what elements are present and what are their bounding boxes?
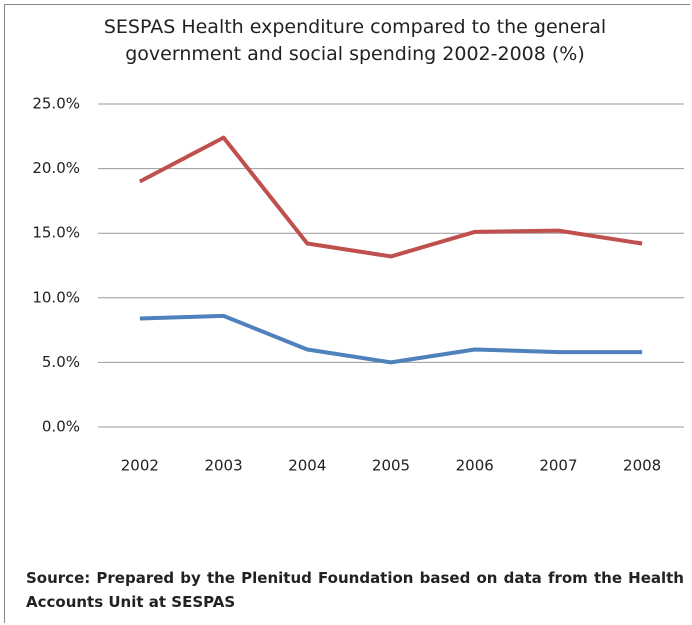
source-note: Source: Prepared by the Plenitud Foundat… [26, 569, 684, 611]
x-tick-label: 2008 [623, 457, 661, 475]
y-tick-label: 10.0% [32, 288, 80, 306]
x-tick-label: 2002 [121, 457, 159, 475]
x-tick-label: 2007 [539, 457, 577, 475]
x-tick-label: 2003 [204, 457, 242, 475]
line-series [138, 135, 643, 259]
y-tick-label: 5.0% [42, 353, 80, 371]
x-tick-label: 2006 [456, 457, 494, 475]
line-series [139, 313, 643, 365]
x-tick-label: 2004 [288, 457, 326, 475]
x-tick-label: 2005 [372, 457, 410, 475]
y-tick-label: 20.0% [32, 159, 80, 177]
chart-title: SESPAS Health expenditure compared to th… [103, 16, 607, 65]
frame [4, 4, 690, 623]
y-tick-label: 25.0% [32, 95, 80, 113]
y-tick-label: 15.0% [32, 224, 80, 242]
y-tick-label: 0.0% [42, 418, 80, 436]
